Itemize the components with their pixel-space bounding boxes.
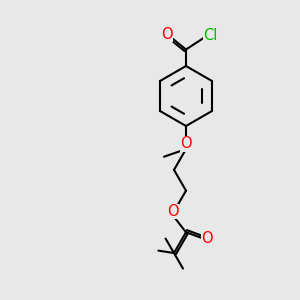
Text: O: O: [161, 27, 172, 42]
Text: Cl: Cl: [203, 28, 217, 43]
Text: O: O: [167, 204, 179, 219]
Text: O: O: [180, 136, 192, 152]
Text: O: O: [201, 231, 212, 246]
